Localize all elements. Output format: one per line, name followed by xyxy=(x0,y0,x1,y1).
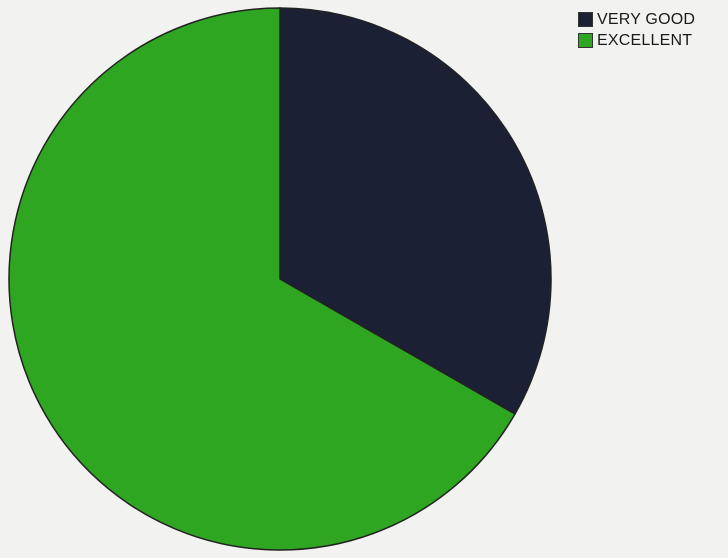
legend-label-excellent: EXCELLENT xyxy=(597,31,693,49)
legend-item-very-good: VERY GOOD xyxy=(578,9,728,30)
legend-swatch-very-good xyxy=(578,12,593,27)
pie-slice-very-good xyxy=(279,7,552,416)
pie-slice-excellent xyxy=(8,7,517,551)
legend: VERY GOOD EXCELLENT xyxy=(578,9,728,51)
legend-swatch-excellent xyxy=(578,33,593,48)
pie-slices xyxy=(8,7,552,551)
legend-item-excellent: EXCELLENT xyxy=(578,30,728,51)
legend-label-very-good: VERY GOOD xyxy=(597,10,696,28)
